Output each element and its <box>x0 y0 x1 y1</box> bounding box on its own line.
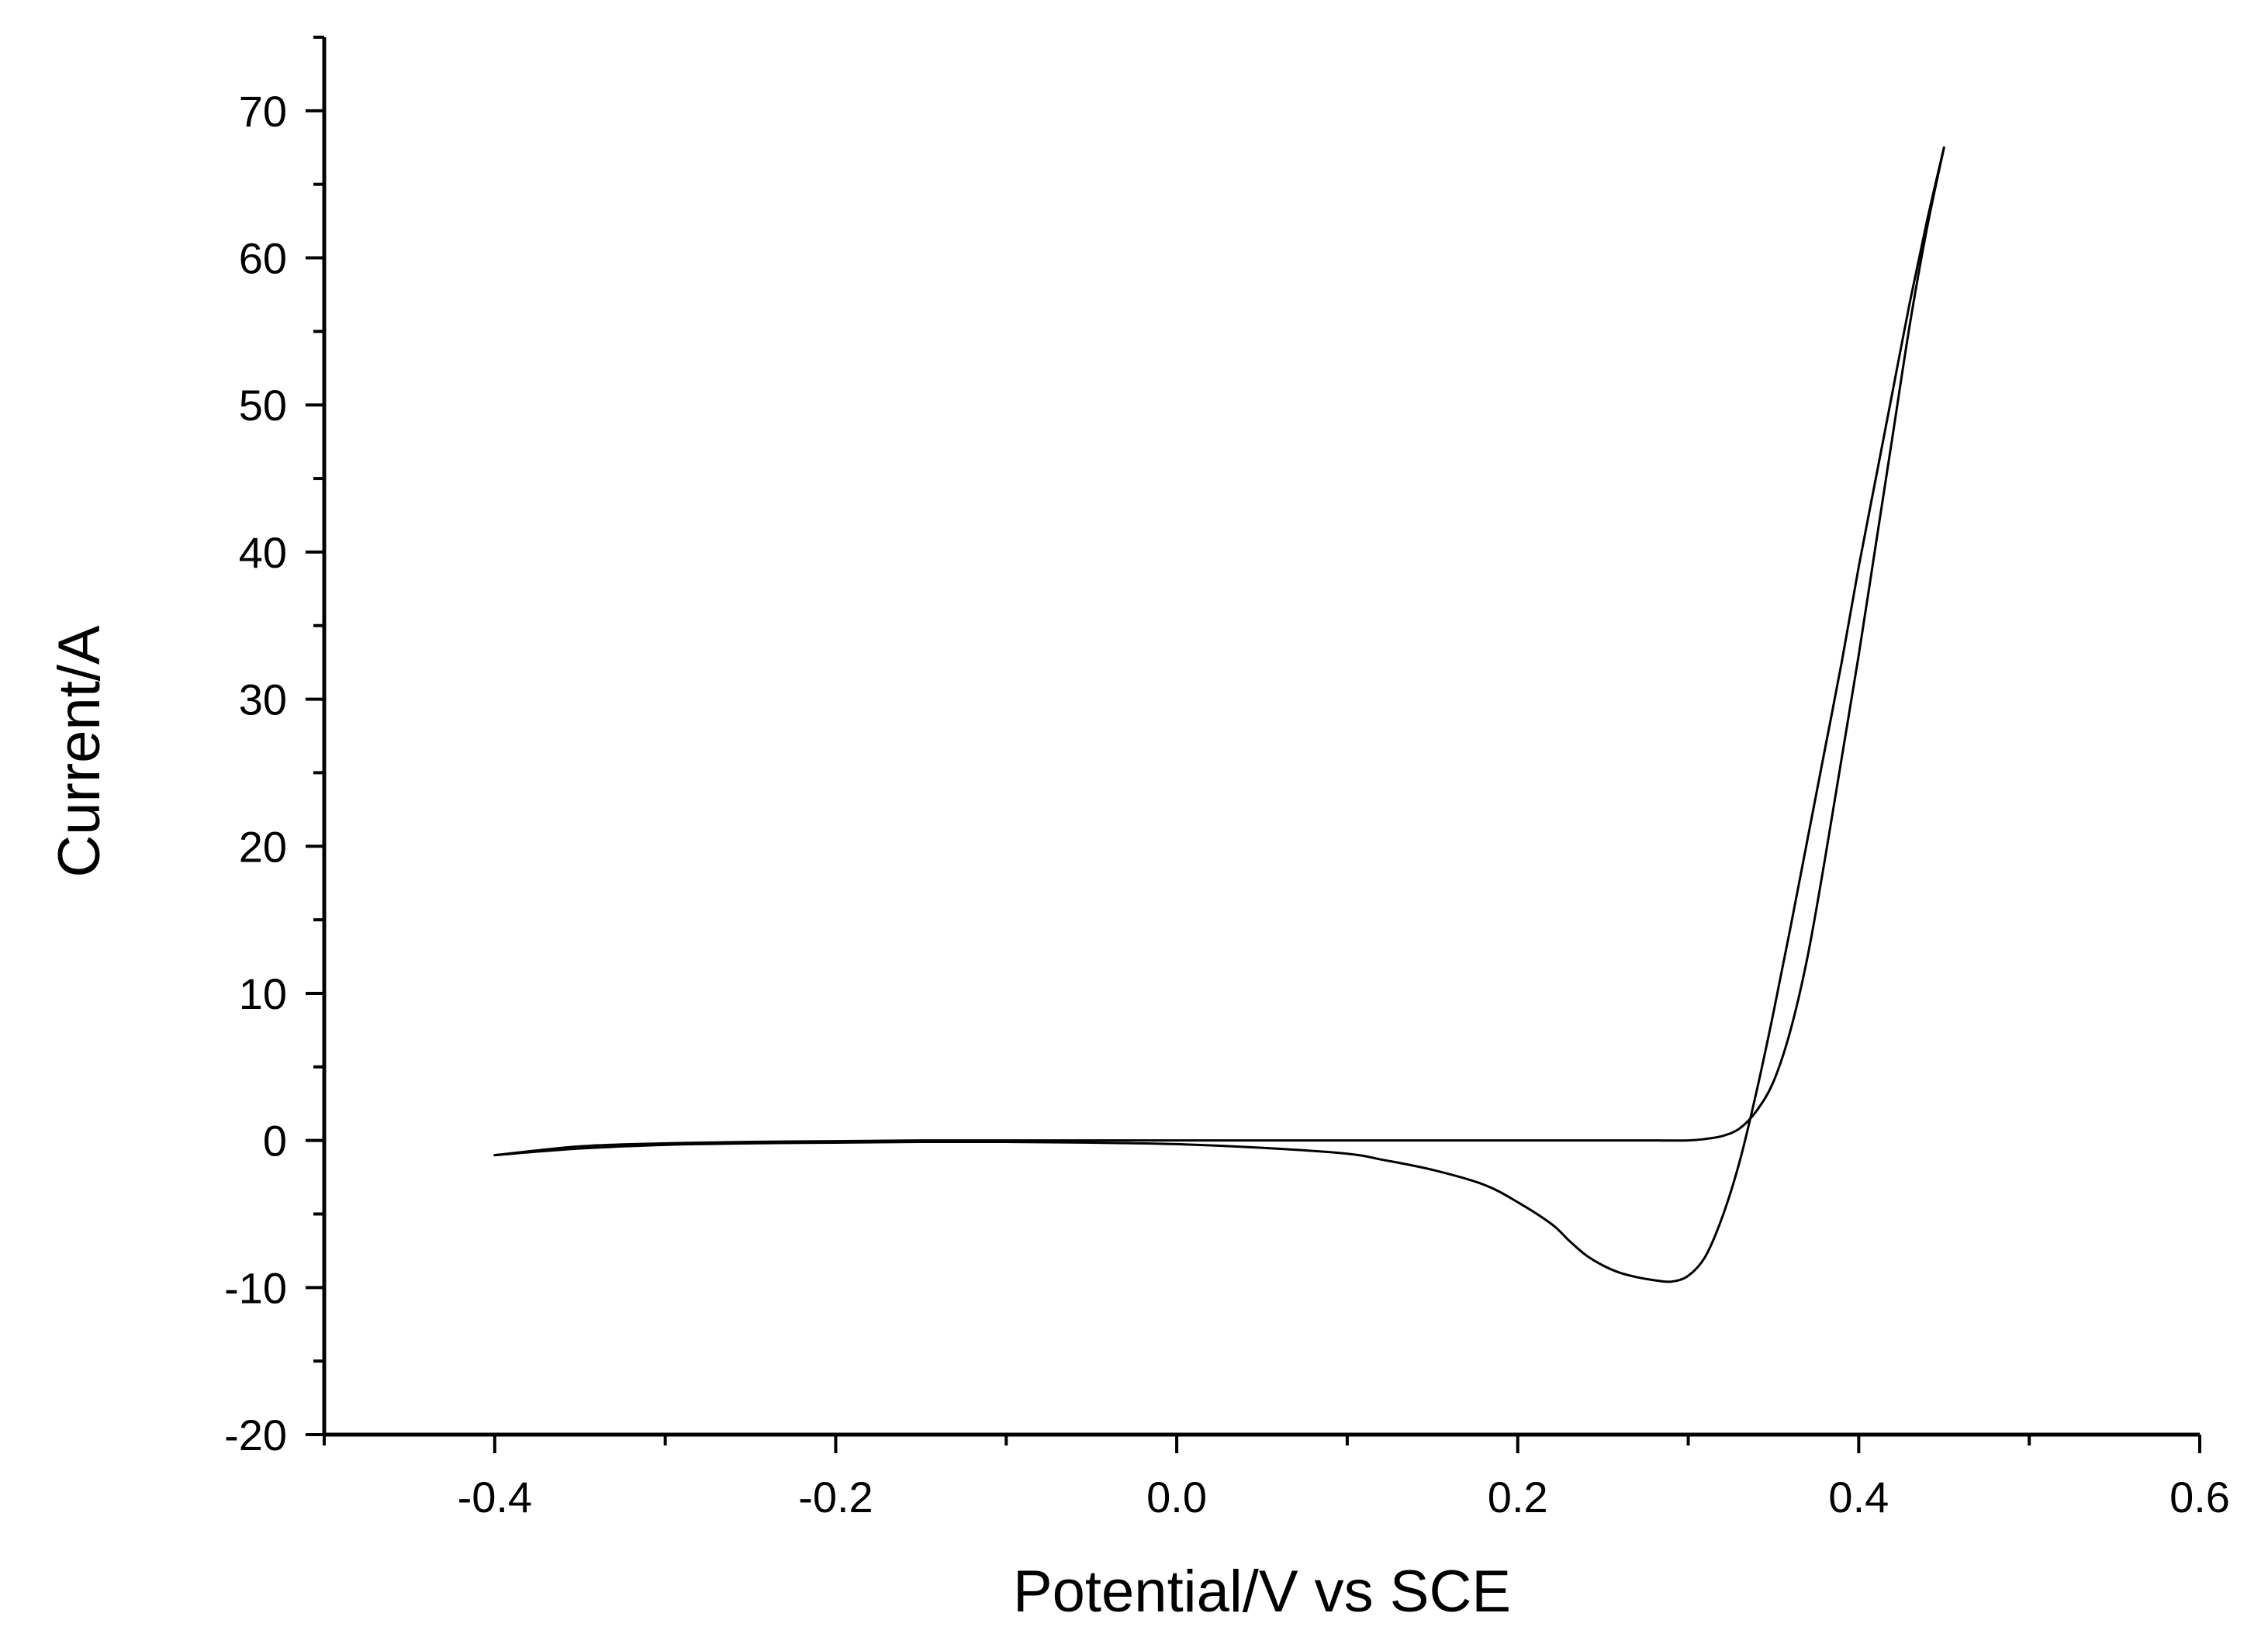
x-axis-title: Potential/V vs SCE <box>1013 1559 1511 1625</box>
axes <box>322 37 2200 1437</box>
tick-labels: -20 -10 0 10 20 30 40 50 60 70 -0.4 -0.2 0.0 0.2 0.4 0.… <box>224 87 2230 1521</box>
y-tick-label: 30 <box>239 675 287 724</box>
y-tick-label: 40 <box>239 528 287 577</box>
x-tick-label: 0.6 <box>2169 1473 2230 1521</box>
y-tick-label: 60 <box>239 234 287 283</box>
x-tick-label: 0.4 <box>1828 1473 1889 1521</box>
y-tick-label: 0 <box>263 1117 287 1166</box>
data-series <box>493 146 1945 1283</box>
series-line-reverse-scan <box>493 146 1945 1283</box>
x-tick-label: 0.2 <box>1488 1473 1548 1521</box>
series-line-forward-scan <box>493 146 1945 1157</box>
y-tick-label: -10 <box>224 1263 287 1312</box>
x-tick-label: -0.4 <box>458 1473 533 1521</box>
ticks <box>306 36 2201 1453</box>
y-axis-title: Current/A <box>47 625 112 878</box>
y-tick-label: -20 <box>224 1411 287 1459</box>
y-tick-label: 50 <box>239 381 287 430</box>
x-tick-label: -0.2 <box>798 1473 873 1521</box>
y-tick-label: 20 <box>239 822 287 871</box>
x-tick-label: 0.0 <box>1146 1473 1207 1521</box>
y-tick-label: 10 <box>239 969 287 1018</box>
y-tick-label: 70 <box>239 87 287 136</box>
